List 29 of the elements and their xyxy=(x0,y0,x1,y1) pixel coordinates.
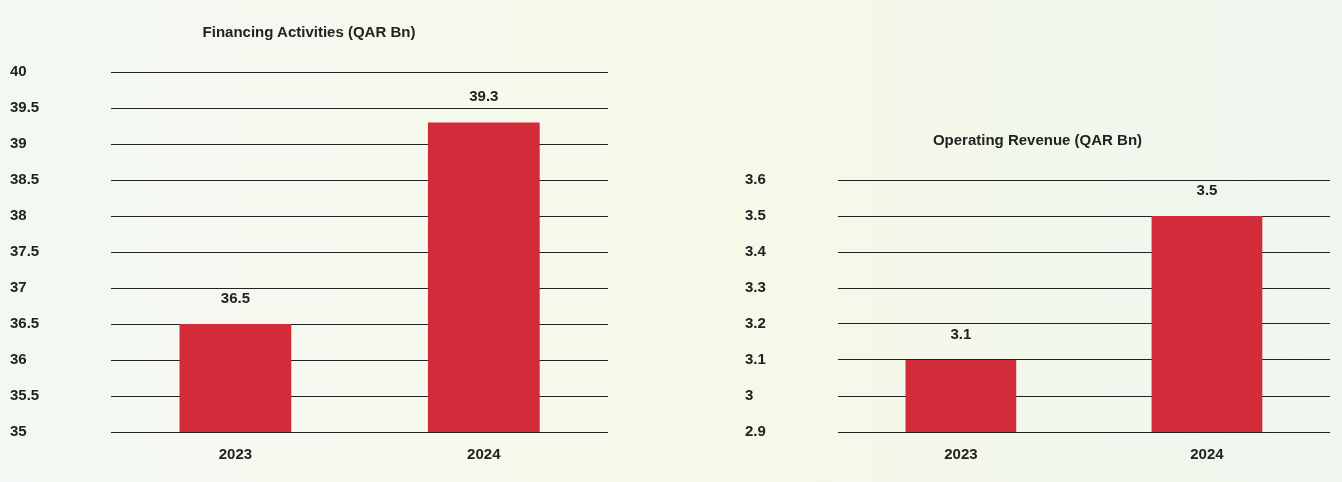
y-tick-label: 35 xyxy=(10,422,27,440)
y-tick-label: 3.1 xyxy=(745,350,766,368)
y-tick-label: 37 xyxy=(10,278,27,296)
x-tick-label: 2024 xyxy=(1190,445,1225,463)
y-tick-label: 3 xyxy=(745,386,754,404)
y-tick-label: 36.5 xyxy=(10,314,40,332)
y-tick-label: 37.5 xyxy=(10,242,40,260)
y-tick-label: 3.2 xyxy=(745,314,766,332)
x-tick-label: 2023 xyxy=(218,445,253,463)
data-label: 3.5 xyxy=(1196,180,1218,198)
y-tick-label: 3.4 xyxy=(745,242,767,260)
data-label: 36.5 xyxy=(220,288,250,306)
x-tick-label: 2023 xyxy=(944,445,978,463)
chart-title: Financing Activities (QAR Bn) xyxy=(202,23,416,41)
chart-title: Operating Revenue (QAR Bn) xyxy=(932,131,1143,149)
y-tick-label: 38 xyxy=(10,206,27,224)
y-tick-label: 35.5 xyxy=(10,386,40,404)
x-tick-label: 2024 xyxy=(467,445,502,463)
y-tick-label: 39.5 xyxy=(10,98,40,116)
y-tick-label: 3.5 xyxy=(745,206,766,224)
y-tick-label: 38.5 xyxy=(10,170,40,188)
y-tick-label: 36 xyxy=(10,350,27,368)
data-label: 39.3 xyxy=(469,87,499,105)
data-label: 3.1 xyxy=(950,324,972,342)
y-tick-label: 3.6 xyxy=(745,170,766,188)
y-tick-label: 40 xyxy=(10,62,27,80)
y-tick-label: 39 xyxy=(10,134,27,152)
y-tick-label: 3.3 xyxy=(745,278,766,296)
y-tick-label: 2.9 xyxy=(745,422,766,440)
